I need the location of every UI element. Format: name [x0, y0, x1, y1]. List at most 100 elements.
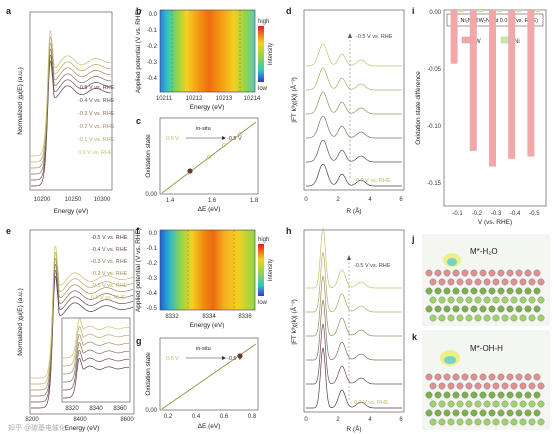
k-atom	[528, 418, 536, 426]
j-atom	[465, 314, 473, 322]
k-atom	[470, 391, 478, 399]
j-atom	[429, 296, 437, 304]
j-atom	[470, 269, 478, 277]
e-inset-curve-1	[63, 350, 130, 391]
g-from: 0.0 V	[166, 356, 179, 362]
e-ylabel: Normalized χμ(E) (a.u.)	[17, 288, 24, 355]
j-atom	[483, 314, 491, 322]
j-atom	[483, 296, 491, 304]
c-point-dark	[187, 168, 193, 174]
j-atom	[488, 305, 496, 313]
e-curve-5	[31, 245, 134, 379]
b-ytick-2: -0.2	[147, 44, 158, 50]
g-insitu: in-situ	[196, 346, 211, 352]
g-xtick-2: 0.6	[220, 414, 229, 420]
f-cbar-low: low	[258, 300, 268, 306]
j-atom	[528, 278, 536, 286]
i-xticks: -0.1 -0.2 -0.3 -0.4 -0.5	[452, 211, 540, 217]
c-from: 0.0 V	[166, 136, 179, 142]
panel-letter-e: e	[6, 226, 11, 236]
e-curve-1	[31, 269, 134, 403]
panel-i: i vs. Ni₂Ni@W₂N₃ at 0.0 V (vs. RHE) W Ni…	[412, 6, 547, 226]
j-atom	[501, 296, 509, 304]
k-atom	[429, 382, 437, 390]
panel-letter-k: k	[412, 332, 418, 342]
d-curve-0	[306, 163, 402, 187]
j-atom	[479, 269, 487, 277]
e-curve-labels: -0.5 V vs. RHE -0.4 V vs. RHE -0.3 V vs.…	[91, 235, 128, 301]
panel-a: a Normalized χμ(E) (a.u.) Energy (eV) 10…	[6, 6, 115, 215]
b-ytick-1: -0.1	[147, 28, 158, 34]
j-atom	[443, 287, 451, 295]
k-atom	[452, 409, 460, 417]
i-ytick-3: -0.15	[427, 181, 441, 187]
k-atom	[465, 382, 473, 390]
j-atom	[492, 278, 500, 286]
j-atom	[492, 296, 500, 304]
c-insitu: in-situ	[196, 126, 211, 132]
a-label-5: 0.0 V vs. RHE	[78, 150, 113, 156]
i-legend-w: W	[475, 39, 481, 45]
a-curve-2	[31, 48, 111, 175]
f-cbar-high: high	[258, 237, 269, 243]
k-atom	[506, 391, 514, 399]
j-atom	[425, 269, 433, 277]
k-atom	[515, 373, 523, 381]
c-ylabel: Oxidation state	[145, 134, 152, 178]
j-atom	[497, 305, 505, 313]
j-atom	[443, 269, 451, 277]
i-xtick-4: -0.5	[529, 211, 540, 217]
i-xlabel: V (vs. RHE)	[478, 219, 512, 226]
k-atom	[438, 382, 446, 390]
k-atom	[515, 409, 523, 417]
h-top-label: -0.5 V vs. RHE	[354, 263, 391, 269]
j-charge-depletion	[447, 258, 457, 266]
j-atom	[506, 269, 514, 277]
k-charge-depletion	[444, 356, 456, 364]
k-atom	[488, 391, 496, 399]
j-atom	[434, 305, 442, 313]
k-atom	[474, 418, 482, 426]
bar-w-2	[489, 10, 496, 167]
e-xtick-0: 8200	[25, 417, 39, 423]
j-atom	[515, 269, 523, 277]
j-atom	[465, 296, 473, 304]
a-xtick-0: 10200	[34, 197, 51, 203]
k-atom	[452, 373, 460, 381]
j-atom	[461, 269, 469, 277]
d-xtick-1: 2	[336, 197, 340, 203]
a-curve-3	[31, 42, 111, 169]
k-atom	[519, 400, 527, 408]
h-xtick-2: 4	[368, 417, 372, 423]
panel-f: f Applied potential (V vs. RHE) 0.0 -0.1…	[135, 226, 274, 329]
k-atom	[479, 409, 487, 417]
panel-letter-j: j	[411, 234, 415, 244]
k-atom	[443, 391, 451, 399]
j-atom	[519, 314, 527, 322]
f-colorbar	[258, 244, 264, 296]
e-label-2: -0.3 V vs. RHE	[91, 259, 128, 265]
k-atom	[443, 373, 451, 381]
h-curve-1	[306, 323, 402, 385]
e-curve-2	[31, 263, 134, 397]
k-atom	[524, 373, 532, 381]
panel-letter-h: h	[286, 226, 292, 236]
j-atom	[524, 287, 532, 295]
panel-c: c in-situ 0.0 V -0.5 V Oxidation state 0…	[136, 116, 259, 213]
k-atom	[438, 400, 446, 408]
b-cbar-label: Intensity	[268, 43, 274, 65]
f-xtick-0: 8332	[165, 314, 179, 320]
bar-w-0	[450, 10, 458, 64]
h-bottom-label: 0.0 V vs. RHE	[354, 400, 389, 406]
i-xtick-0: -0.1	[452, 211, 463, 217]
f-ytick-4: -0.4	[147, 291, 158, 297]
e-label-4: -0.1 V vs. RHE	[91, 283, 128, 289]
j-atom	[506, 305, 514, 313]
a-ylabel: Normalized χμ(E) (a.u.)	[17, 67, 24, 134]
b-xtick-1: 10212	[186, 96, 203, 102]
j-atom	[470, 287, 478, 295]
i-ylabel: Oxidation state difference	[415, 71, 422, 145]
j-atom	[479, 305, 487, 313]
j-atom	[510, 314, 518, 322]
e-xtick-1: 8400	[73, 417, 87, 423]
